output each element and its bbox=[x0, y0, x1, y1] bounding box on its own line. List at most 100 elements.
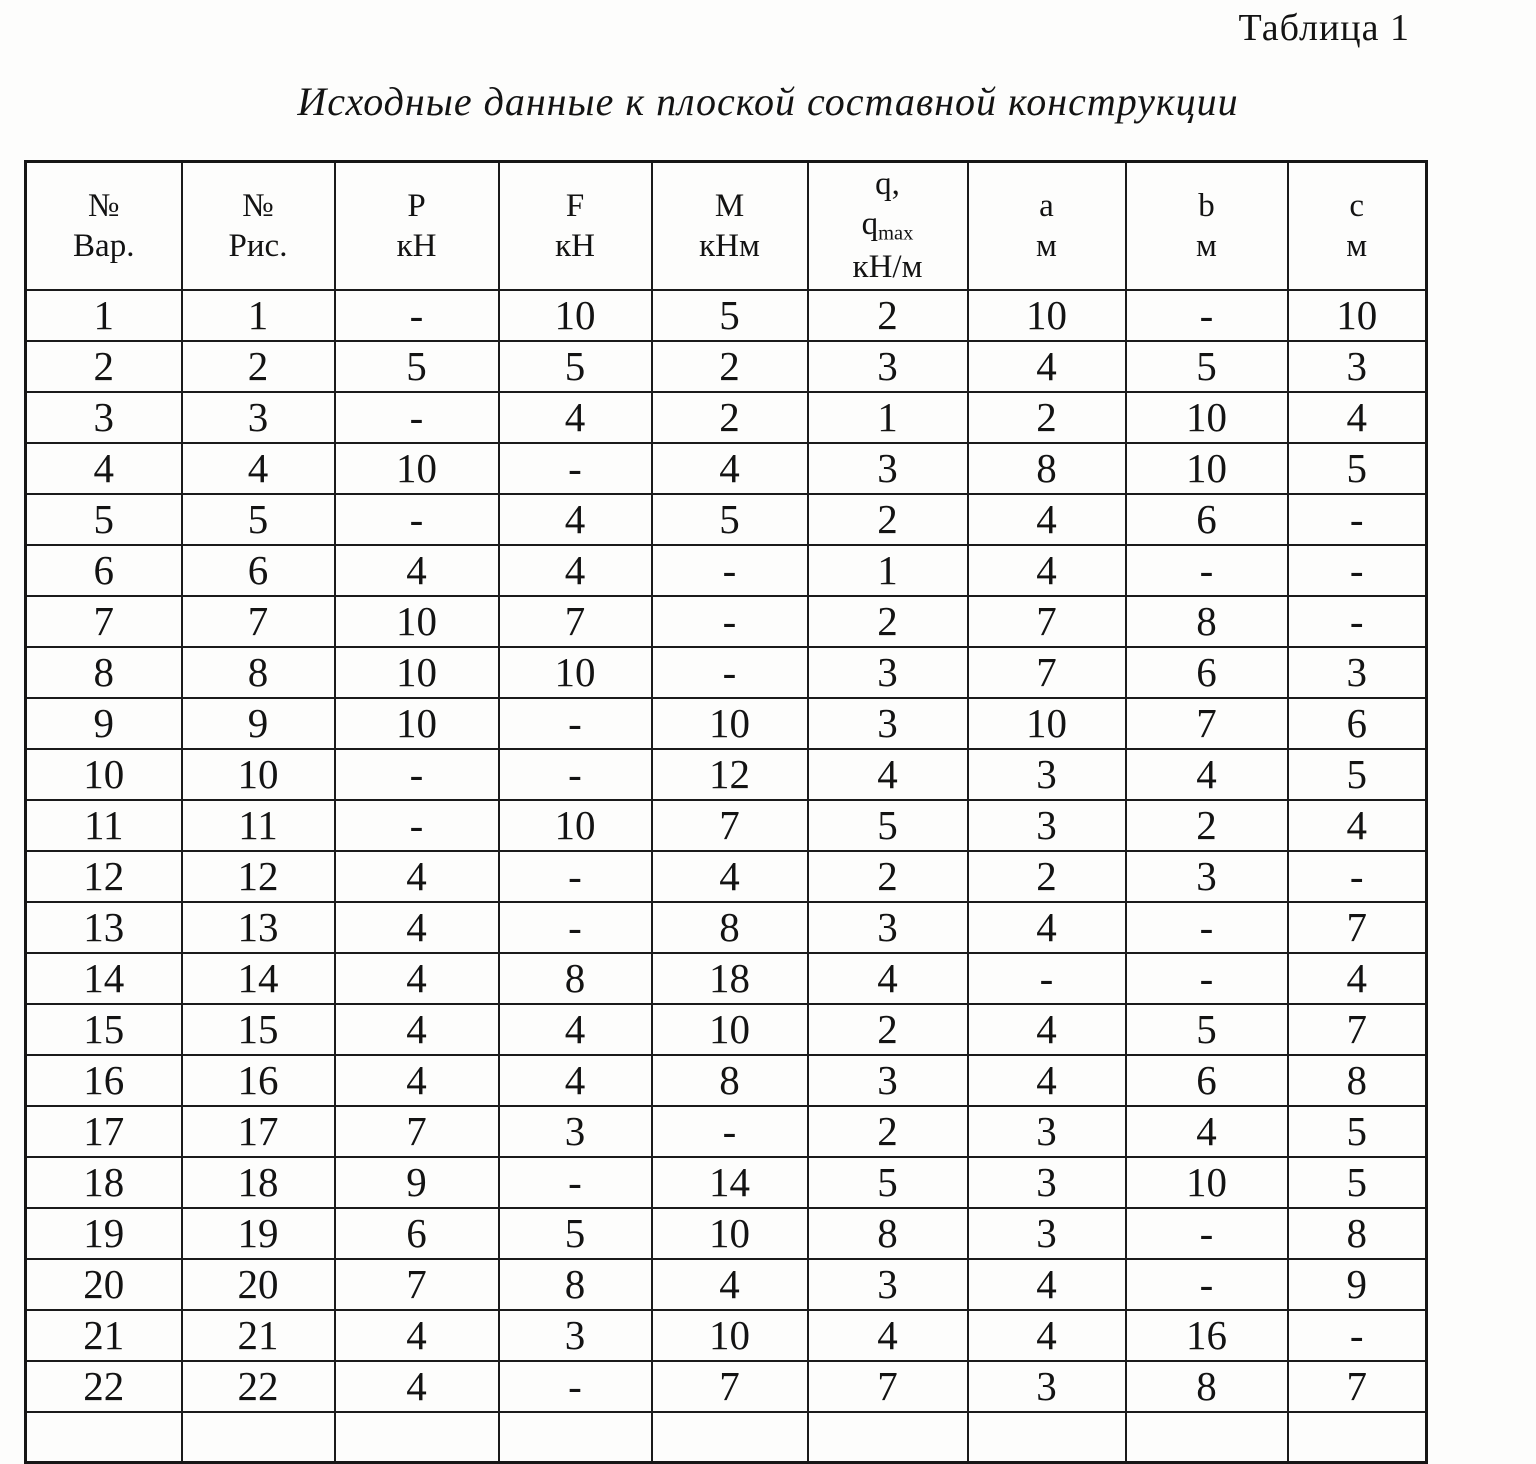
table-cell bbox=[180, 1410, 336, 1464]
table-row: 3 3-4 2 1 2 10 4 bbox=[24, 390, 1428, 444]
table-cell: 7 bbox=[333, 1104, 500, 1158]
table-cell: 4 bbox=[1124, 747, 1289, 801]
table-cell: 9 bbox=[24, 696, 183, 750]
table-cell: 22 bbox=[24, 1359, 183, 1413]
table-cell: 7 bbox=[1286, 900, 1428, 954]
table-cell: 4 bbox=[966, 1053, 1127, 1107]
table-cell: 6 bbox=[1124, 1053, 1289, 1107]
table-cell: 4 bbox=[650, 1257, 809, 1311]
header-line: Рис. bbox=[228, 227, 288, 264]
table-cell: 3 bbox=[806, 900, 969, 954]
header-line: c bbox=[1349, 187, 1365, 224]
table-cell: 5 bbox=[1286, 747, 1428, 801]
table-cell: 8 bbox=[966, 441, 1127, 495]
table-cell: - bbox=[1124, 1206, 1289, 1260]
table-cell: 1 bbox=[24, 288, 183, 342]
table-row: 20 20 7 8 4 3 4-9 bbox=[24, 1257, 1428, 1311]
header-line: кН bbox=[396, 227, 437, 264]
header-line: Вар. bbox=[73, 227, 135, 264]
table-cell: 3 bbox=[806, 441, 969, 495]
table-cell: 5 bbox=[1286, 1104, 1428, 1158]
table-cell: 8 bbox=[24, 645, 183, 699]
table-cell: 14 bbox=[650, 1155, 809, 1209]
table-cell: 2 bbox=[180, 339, 336, 393]
table-cell: 8 bbox=[806, 1206, 969, 1260]
table-row: 10 10- -12 4 3 4 5 bbox=[24, 747, 1428, 801]
table-cell: 5 bbox=[650, 492, 809, 546]
header-cell: № Рис. bbox=[180, 160, 336, 291]
table-cell: 13 bbox=[180, 900, 336, 954]
table-cell: 4 bbox=[333, 951, 500, 1005]
table-cell: 2 bbox=[806, 288, 969, 342]
table-cell: 4 bbox=[180, 441, 336, 495]
table-cell: 15 bbox=[24, 1002, 183, 1056]
table-cell: 3 bbox=[1286, 339, 1428, 393]
table-cell: - bbox=[333, 390, 500, 444]
table-cell: 2 bbox=[1124, 798, 1289, 852]
table-row: 12 12 4-4 2 2 3- bbox=[24, 849, 1428, 903]
table-cell: 7 bbox=[180, 594, 336, 648]
table-cell: 10 bbox=[966, 696, 1127, 750]
table-cell: 6 bbox=[1286, 696, 1428, 750]
table-cell: 4 bbox=[333, 1308, 500, 1362]
table-cell: 1 bbox=[180, 288, 336, 342]
table-cell: - bbox=[497, 849, 653, 903]
table-cell: 5 bbox=[806, 798, 969, 852]
table-cell: 10 bbox=[650, 1308, 809, 1362]
table-cell: 5 bbox=[24, 492, 183, 546]
header-cell: q, qmax кН/м bbox=[806, 160, 969, 291]
table-body: 1 1-10 5 2 10-10 2 2 5 5 2 3 4 5 3 3 3-4 2 1 2 10 4 4 4 10-4 3 8 1… bbox=[24, 288, 1428, 1464]
table-cell: 16 bbox=[180, 1053, 336, 1107]
table-cell: 7 bbox=[1124, 696, 1289, 750]
table-cell: 4 bbox=[333, 1359, 500, 1413]
table-cell: - bbox=[1124, 900, 1289, 954]
table-cell: 7 bbox=[1286, 1359, 1428, 1413]
table-cell: 7 bbox=[24, 594, 183, 648]
table-cell: 7 bbox=[497, 594, 653, 648]
table-cell: 17 bbox=[180, 1104, 336, 1158]
table-cell: 3 bbox=[966, 1155, 1127, 1209]
table-cell: 3 bbox=[806, 1257, 969, 1311]
table-cell: 10 bbox=[650, 1002, 809, 1056]
table-cell: 16 bbox=[1124, 1308, 1289, 1362]
table-cell: 4 bbox=[333, 849, 500, 903]
table-cell: 4 bbox=[24, 441, 183, 495]
table-cell: 5 bbox=[1124, 1002, 1289, 1056]
header-line: кНм bbox=[699, 227, 760, 264]
table-cell: 4 bbox=[497, 492, 653, 546]
table-cell: 10 bbox=[333, 594, 500, 648]
table-cell: 2 bbox=[806, 1002, 969, 1056]
table-cell: 4 bbox=[966, 1257, 1127, 1311]
table-cell: 10 bbox=[333, 645, 500, 699]
table-cell: 11 bbox=[180, 798, 336, 852]
table-cell: 12 bbox=[180, 849, 336, 903]
table-cell: 2 bbox=[806, 849, 969, 903]
header-line: a bbox=[1039, 187, 1054, 224]
table-row: 4 4 10-4 3 8 10 5 bbox=[24, 441, 1428, 495]
table-cell: - bbox=[333, 288, 500, 342]
table-cell: 1 bbox=[806, 543, 969, 597]
table-cell: 4 bbox=[333, 1002, 500, 1056]
table-cell: 14 bbox=[180, 951, 336, 1005]
table-cell: 5 bbox=[806, 1155, 969, 1209]
table-cell: 8 bbox=[497, 1257, 653, 1311]
table-cell: 4 bbox=[966, 543, 1127, 597]
table-cell: 10 bbox=[650, 696, 809, 750]
table-cell: 4 bbox=[966, 339, 1127, 393]
table-cell: 4 bbox=[497, 390, 653, 444]
table-cell: 22 bbox=[180, 1359, 336, 1413]
table-cell bbox=[1286, 1410, 1428, 1464]
header-line: кН bbox=[555, 227, 595, 264]
table-cell: 2 bbox=[966, 390, 1127, 444]
table-cell: 2 bbox=[806, 594, 969, 648]
table-cell: 2 bbox=[806, 492, 969, 546]
table-cell: 6 bbox=[180, 543, 336, 597]
table-cell: 21 bbox=[180, 1308, 336, 1362]
table-cell: 8 bbox=[1124, 594, 1289, 648]
table-cell: 4 bbox=[966, 900, 1127, 954]
